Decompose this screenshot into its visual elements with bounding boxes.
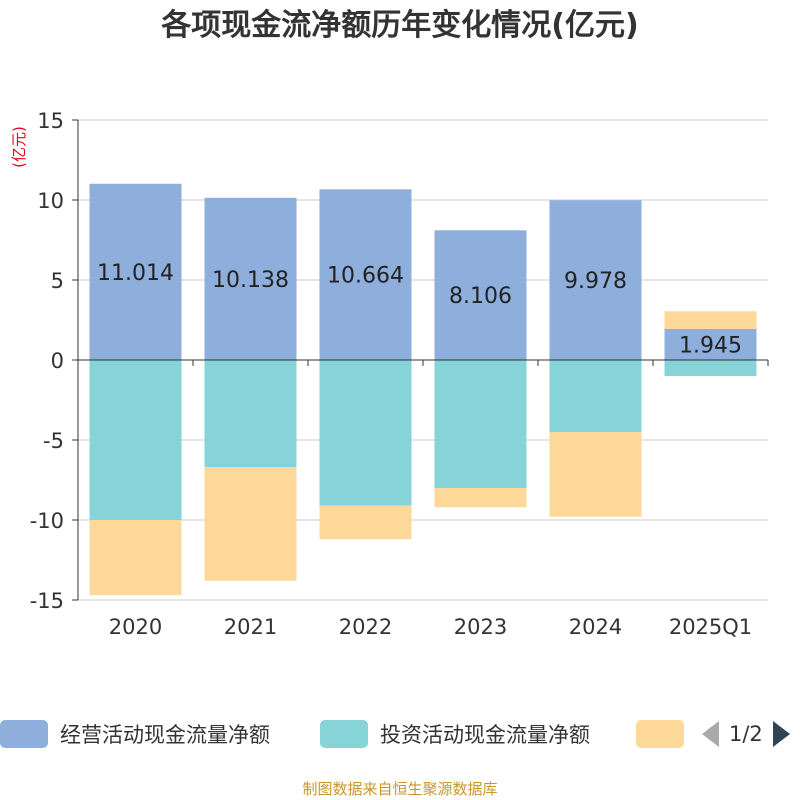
data-label: 10.138 [212, 268, 289, 293]
legend-pager: 1/2 [702, 714, 790, 754]
bar-s1-2022 [319, 360, 412, 506]
data-source: 制图数据来自恒生聚源数据库 [302, 780, 498, 798]
y-tick-label: 5 [51, 269, 64, 293]
data-label: 8.106 [449, 284, 512, 309]
bar-s2-2025Q1 [664, 311, 757, 329]
legend-next-arrow-icon[interactable] [772, 721, 790, 747]
chart-title: 各项现金流净额历年变化情况(亿元) [161, 8, 639, 43]
legend-swatch-third [636, 720, 684, 748]
y-unit-label: (亿元) [10, 126, 28, 168]
bar-s1-2025Q1 [664, 360, 757, 376]
bar-s1-2020 [89, 360, 182, 520]
y-tick-label: -10 [30, 509, 64, 533]
x-tick-label: 2023 [454, 615, 507, 639]
bar-s2-2020 [89, 520, 182, 596]
data-label: 11.014 [97, 261, 174, 286]
bar-s0-2022 [319, 189, 412, 360]
bar-s2-2022 [319, 505, 412, 540]
bar-s0-2025Q1 [664, 328, 757, 360]
bar-s2-2023 [434, 488, 527, 508]
legend-label-investing: 投资活动现金流量净额 [380, 723, 590, 747]
bar-s2-2021 [204, 467, 297, 581]
y-tick-label: 15 [37, 109, 64, 133]
data-label: 10.664 [327, 264, 404, 289]
bar-s0-2024 [549, 200, 642, 360]
legend-page-indicator: 1/2 [729, 722, 763, 746]
data-label: 9.978 [564, 269, 627, 294]
legend-item-third[interactable] [636, 714, 684, 754]
x-tick-label: 2022 [339, 615, 392, 639]
y-tick-label: 10 [37, 189, 64, 213]
y-tick-label: 0 [51, 349, 64, 373]
bar-s0-2020 [89, 183, 182, 360]
bar-s1-2021 [204, 360, 297, 468]
y-tick-label: -5 [43, 429, 64, 453]
bar-s2-2024 [549, 432, 642, 517]
legend-item-investing[interactable]: 投资活动现金流量净额 [320, 714, 590, 754]
bar-s0-2023 [434, 230, 527, 360]
x-tick-label: 2021 [224, 615, 277, 639]
x-tick-label: 2024 [569, 615, 622, 639]
data-label: 1.945 [679, 333, 742, 358]
legend-swatch-investing [320, 720, 368, 748]
bar-s0-2021 [204, 197, 297, 360]
legend-item-operating[interactable]: 经营活动现金流量净额 [0, 714, 270, 754]
legend: 经营活动现金流量净额 投资活动现金流量净额 1/2 [0, 714, 800, 754]
x-tick-label: 2025Q1 [669, 615, 752, 639]
y-tick-label: -15 [30, 589, 64, 613]
x-tick-label: 2020 [109, 615, 162, 639]
legend-prev-arrow-icon[interactable] [702, 721, 719, 747]
bar-s1-2023 [434, 360, 527, 488]
bar-s1-2024 [549, 360, 642, 432]
legend-label-operating: 经营活动现金流量净额 [60, 723, 270, 747]
legend-swatch-operating [0, 720, 48, 748]
cash-flow-chart: 15 10 5 0 -5 -10 -15 (亿元) 11.014 10.138 10.664 8.10… [10, 109, 769, 639]
